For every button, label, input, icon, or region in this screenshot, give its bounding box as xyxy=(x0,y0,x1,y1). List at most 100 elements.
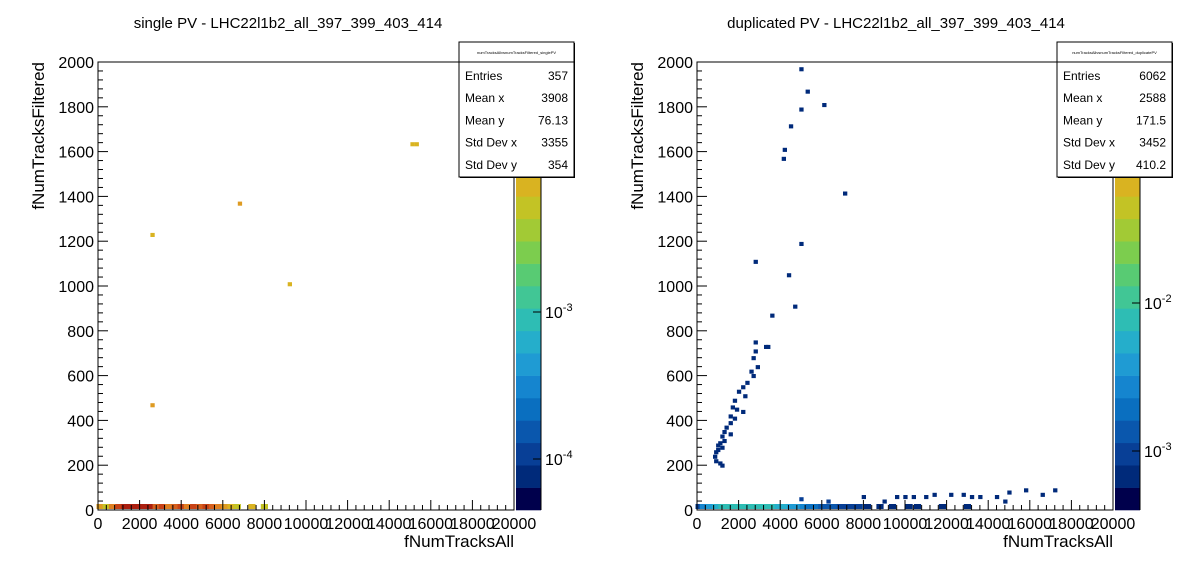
heatmap-cell xyxy=(720,463,725,468)
y-tick-label: 1800 xyxy=(58,100,94,117)
heatmap-cell xyxy=(861,495,866,500)
palette-band xyxy=(516,465,541,488)
stats-value: 354 xyxy=(548,158,568,172)
y-tick-label: 0 xyxy=(684,503,693,520)
palette-tick-label: 10-2 xyxy=(1144,293,1172,313)
heatmap-cell xyxy=(826,499,831,504)
heatmap-cell xyxy=(108,504,117,509)
heatmap-cell xyxy=(150,403,155,408)
x-tick-label: 0 xyxy=(693,516,702,533)
heatmap-cell xyxy=(811,504,820,509)
heatmap-cell xyxy=(895,495,900,500)
palette-band xyxy=(1115,330,1140,354)
heatmap-cell xyxy=(793,304,798,309)
heatmap-cell xyxy=(882,499,887,504)
x-tick-label: 8000 xyxy=(247,516,283,533)
heatmap-cell xyxy=(233,504,241,509)
axis-ticks xyxy=(97,61,515,511)
heatmap-cell xyxy=(753,349,758,354)
heatmap-cell xyxy=(736,389,742,394)
heatmap-cell xyxy=(96,504,104,509)
heatmap-cell xyxy=(751,374,756,379)
heatmap-cell xyxy=(158,504,167,509)
heatmap-cell xyxy=(805,89,810,94)
heatmap-cell xyxy=(716,448,721,453)
heatmap-cell xyxy=(722,430,727,435)
stats-label: Mean y xyxy=(465,113,504,127)
y-tick-label: 600 xyxy=(67,369,94,386)
heatmap-cell xyxy=(150,232,155,237)
heatmap-cell xyxy=(751,356,756,361)
heatmap-cell xyxy=(781,156,786,161)
palette-band xyxy=(1115,420,1140,444)
heatmap-cell xyxy=(171,504,179,509)
heatmap-cell xyxy=(287,282,292,287)
heatmap-cell xyxy=(913,504,922,509)
y-tick-labels: 0 200 400 600 800 1000 1200 1400 1600 1800 2000 xyxy=(58,55,94,520)
palette-band xyxy=(1115,353,1140,376)
stats-box: numTracksAllvsnumTracksFiltered_duplicat… xyxy=(1056,41,1173,178)
heatmap-cell xyxy=(728,432,733,437)
x-tick-label: 2000 xyxy=(122,516,158,533)
heatmap-cell xyxy=(863,504,872,509)
palette-band xyxy=(1115,196,1140,220)
heatmap-cell xyxy=(774,504,782,509)
heatmap-cell xyxy=(836,504,845,509)
palette-band xyxy=(1115,375,1140,399)
heatmap-cell xyxy=(741,409,746,414)
y-tick-label: 1600 xyxy=(657,145,693,162)
heatmap-cell xyxy=(786,273,792,278)
heatmap-cell xyxy=(1003,499,1008,504)
heatmap-cell xyxy=(732,416,738,421)
y-tick-label: 2000 xyxy=(657,55,693,72)
y-tick-label: 200 xyxy=(666,458,693,475)
heatmap-cell xyxy=(743,394,748,399)
stats-value: 3355 xyxy=(541,136,568,150)
y-tick-label: 400 xyxy=(67,413,94,430)
heatmap-cell xyxy=(115,504,123,509)
heatmap-cell xyxy=(1053,488,1058,493)
stats-label: Mean x xyxy=(465,91,504,105)
x-tick-label: 18000 xyxy=(1049,516,1094,533)
heatmap-cell xyxy=(730,504,738,509)
heatmap-cell xyxy=(165,504,173,509)
heatmap-cell xyxy=(695,504,703,509)
y-tick-label: 1400 xyxy=(657,189,693,206)
stats-value: 2588 xyxy=(1139,91,1166,105)
heatmap-cell xyxy=(799,497,804,502)
stats-box: numTracksAllvsnumTracksFiltered_singlePV… xyxy=(458,41,575,178)
heatmap-cell xyxy=(190,504,198,509)
heatmap-cell xyxy=(787,504,795,509)
palette-band xyxy=(516,442,541,466)
heatmap-cell xyxy=(221,504,229,509)
palette-band xyxy=(1115,487,1140,511)
heatmap-cell xyxy=(730,405,735,410)
heatmap-cell xyxy=(782,147,787,152)
x-tick-label: 12000 xyxy=(924,516,969,533)
heatmap-cell xyxy=(728,414,733,419)
palette-band xyxy=(516,263,541,287)
heatmap-cell xyxy=(911,495,916,500)
heatmap-cell xyxy=(749,369,754,374)
heatmap-cell xyxy=(755,504,763,509)
stats-box-name: numTracksAllvsnumTracksFiltered_duplicat… xyxy=(1072,50,1157,55)
palette-band xyxy=(1115,263,1140,287)
palette-band xyxy=(516,174,541,197)
heatmap-cell xyxy=(705,504,714,509)
heatmap-cell xyxy=(822,103,827,108)
heatmap-cell xyxy=(766,344,771,349)
stats-label: Mean x xyxy=(1063,91,1102,105)
x-tick-label: 12000 xyxy=(325,516,370,533)
heatmap-cell xyxy=(1040,492,1045,497)
palette-band xyxy=(516,241,541,264)
stats-label: Std Dev y xyxy=(465,158,517,172)
stats-label: Std Dev x xyxy=(1063,136,1115,150)
heatmap-cell xyxy=(799,241,804,246)
x-tick-label: 16000 xyxy=(1008,516,1053,533)
x-tick-label: 20000 xyxy=(1091,516,1136,533)
heatmap-cell xyxy=(749,504,757,509)
heatmap-cell xyxy=(140,504,148,509)
palette-band xyxy=(516,420,541,444)
heatmap-cell xyxy=(1007,490,1012,495)
